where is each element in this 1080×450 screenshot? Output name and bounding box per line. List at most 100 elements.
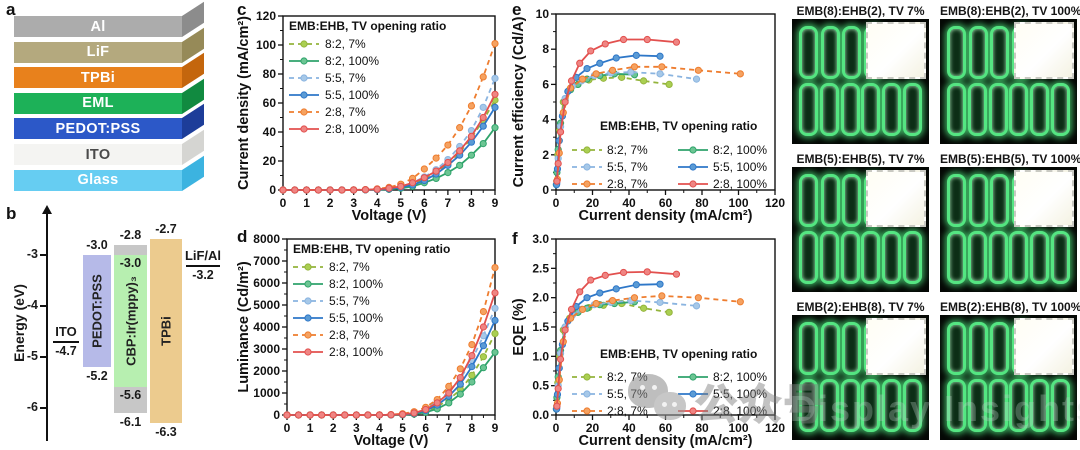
series-marker [694,294,702,302]
photo-caption: EMB(2):EHB(8), TV 7% [796,300,925,314]
oled-pixel [947,379,966,432]
energy-axis-tick-label: -6 [26,399,38,414]
y-tick-label: 10 [536,7,550,21]
oled-pixel [840,83,860,136]
legend-item-label: 8:2, 100% [329,277,383,291]
series-marker [326,186,334,194]
series-marker [612,54,620,62]
legend-item-label: 5:5, 7% [607,160,648,174]
series-marker [583,294,591,302]
oled-pixel [967,83,987,136]
series-marker [601,40,609,48]
x-tick-label: 100 [728,421,748,435]
energy-axis-tick [40,355,47,358]
y-tick-label: 8000 [253,232,280,246]
series-marker [422,405,430,414]
legend-swatch-marker [300,57,308,65]
oled-photo [940,315,1077,440]
energy-axis-tick [40,253,47,256]
series-marker [672,270,681,278]
x-tick-label: 8 [469,421,476,435]
brand-watermark-text: Display Insights [790,388,1080,429]
x-tick-label: 1 [307,421,314,435]
legend-swatch-marker [689,163,697,171]
series-marker [479,364,488,372]
stack-layer: LiF [14,27,204,63]
oled-pixel [799,379,818,432]
legend-swatch-marker [583,390,591,398]
legend-swatch-marker [689,390,697,398]
series-marker [444,169,452,177]
chart-current-efficiency: e 0 20 40 60 80 100 120 0 2 4 6 8 10 Current density … [510,0,798,225]
photo-caption: EMB(8):EHB(2), TV 7% [796,4,925,18]
chart-eqe: f 0 20 40 60 80 100 120 0.0 0.5 1.0 1.5 2.0 2.5 3.0 Cu… [510,225,798,450]
el-photo-cell: EMB(5):EHB(5), TV 100% [940,148,1080,295]
oled-pixel [861,83,881,136]
x-tick-label: 20 [586,196,600,210]
legend-item-label: 2:8, 100% [329,345,383,359]
legend-item-label: 2:8, 100% [713,177,767,191]
legend-swatch-marker [300,91,308,99]
series-marker [618,73,626,81]
x-tick-label: 4 [376,421,383,435]
y-tick-label: 1000 [253,386,280,400]
series-marker [576,59,584,67]
y-tick-label: 120 [256,9,276,23]
series-marker [468,341,476,349]
oled-pixel [842,26,862,79]
device-photo-inset [866,22,926,79]
oled-pixel [882,83,902,136]
x-tick-label: 7 [445,196,452,210]
x-axis-title: Current density (mA/cm²) [578,208,752,224]
legend-item-label: 8:2, 100% [713,370,767,384]
legend-item-label: 2:8, 7% [607,177,648,191]
energy-level-name: ITO [55,324,77,340]
series-marker [445,389,453,397]
series-marker [420,165,428,173]
series-marker [445,382,453,390]
series-marker [408,179,417,187]
legend-item-label: 2:8, 100% [325,122,379,136]
panel-label-a: a [6,0,16,19]
x-tick-label: 0 [280,196,287,210]
series-marker [665,80,673,89]
el-photo-cell: EMB(2):EHB(8), TV 100% [940,296,1080,443]
series-marker [433,399,441,407]
legend-title: EMB:EHB, TV opening ratio [293,242,450,256]
x-tick-label: 7 [445,421,452,435]
legend-swatch-marker [304,331,312,339]
series-marker [361,186,370,194]
series-marker [279,186,287,194]
oled-pixel [882,231,902,284]
oled-pixel [819,379,839,432]
device-photo-inset [1014,318,1074,375]
series-marker [467,151,476,159]
x-tick-label: 80 [695,421,709,435]
x-tick-label: 60 [659,421,673,435]
series-marker [491,264,499,272]
series-marker [445,399,453,407]
energy-axis-tick-label: -5 [26,348,38,363]
y-tick-label: 100 [256,38,276,52]
series-marker [375,411,384,419]
y-tick-label: 1.5 [532,320,549,334]
series-marker [658,63,666,71]
legend-item-label: 8:2, 7% [325,37,366,51]
panel-label-b: b [6,204,17,223]
oled-pixel [967,231,987,284]
series-marker [736,298,744,306]
series-marker [397,182,405,190]
series-marker [608,66,617,74]
stack-layer-front: LiF [14,41,182,63]
energy-bar-inner-bottom-value: -5.6 [119,388,142,403]
y-axis-title: Current density (mA/cm²) [236,16,252,190]
oled-pixel [1050,379,1070,432]
y-tick-label: 80 [263,67,277,81]
series-marker [329,411,337,419]
series-marker [567,77,576,85]
legend-title: EMB:EHB, TV opening ratio [600,119,757,133]
x-tick-label: 3 [353,421,360,435]
energy-bar: TPBi [150,239,182,423]
x-tick-label: 5 [397,196,404,210]
series-marker [592,299,600,308]
